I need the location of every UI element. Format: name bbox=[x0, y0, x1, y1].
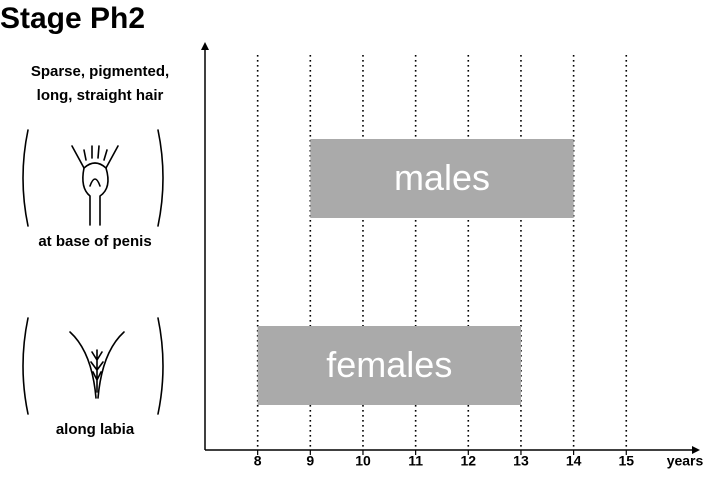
x-tick-label: 12 bbox=[461, 453, 477, 469]
subtitle: Sparse, pigmented, bbox=[31, 63, 169, 80]
x-axis-label: years bbox=[667, 453, 704, 469]
x-tick-label: 10 bbox=[355, 453, 371, 469]
male-illustration bbox=[22, 129, 164, 227]
annotation: at base of penis bbox=[38, 233, 151, 250]
bar-label: females bbox=[326, 344, 452, 385]
bar bbox=[257, 326, 521, 405]
x-tick-label: 8 bbox=[254, 453, 262, 469]
x-tick-label: 14 bbox=[566, 453, 582, 469]
chart-title: Stage Ph2 bbox=[0, 2, 145, 35]
bar-label: males bbox=[394, 157, 490, 198]
x-tick-label: 13 bbox=[513, 453, 529, 469]
bar bbox=[310, 139, 574, 218]
x-tick-label: 9 bbox=[306, 453, 314, 469]
annotation: along labia bbox=[56, 421, 135, 438]
y-axis-arrow bbox=[201, 42, 209, 50]
female-illustration bbox=[22, 317, 164, 415]
x-axis-arrow bbox=[692, 446, 700, 454]
subtitle: long, straight hair bbox=[37, 87, 164, 104]
x-tick-label: 15 bbox=[618, 453, 634, 469]
x-tick-label: 11 bbox=[408, 453, 423, 469]
